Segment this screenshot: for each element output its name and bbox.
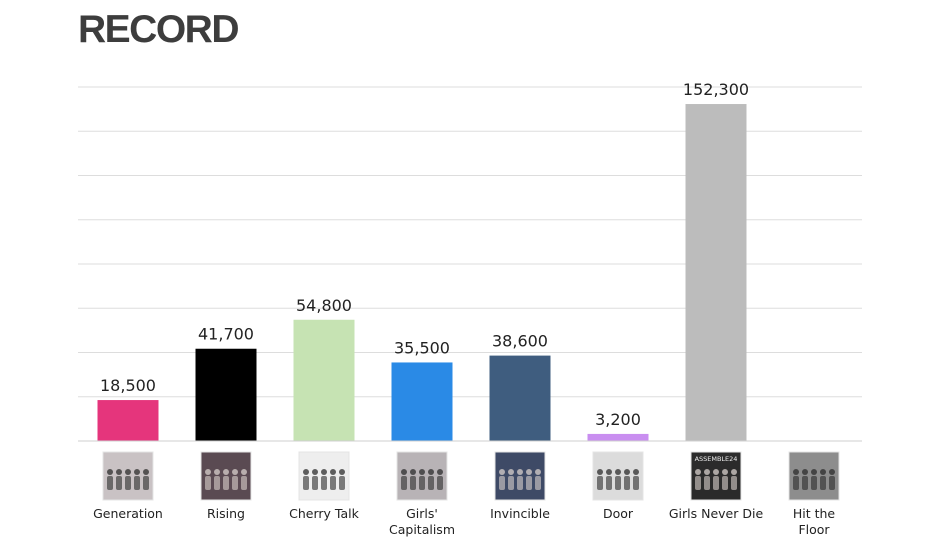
album-cover-hit-the-floor-icon: [788, 451, 840, 501]
category-label-line: Hit the: [793, 506, 836, 521]
category-label-line: Floor: [798, 522, 830, 537]
bar-girls-never-die: [685, 104, 747, 441]
bar-rising: [195, 348, 257, 441]
category-label-line: Door: [603, 506, 634, 521]
album-cover-generation-icon: [102, 451, 154, 501]
value-labels: 18,500 41,700 54,800 35,500 38,600 3,200 152,3…: [100, 80, 749, 429]
category-label-cherry-talk: Cherry Talk: [289, 506, 359, 521]
category-label-line: Rising: [207, 506, 245, 521]
value-label-cherry-talk: 54,800: [296, 296, 352, 315]
bar-invincible: [489, 355, 551, 441]
bar-cherry-talk: [293, 319, 355, 441]
category-label-generation: Generation: [93, 506, 163, 521]
album-cover-cherry-talk-icon: [298, 451, 350, 501]
album-covers: ASSEMBLE24: [102, 451, 840, 501]
bar-generation: [97, 400, 159, 441]
album-cover-girls-never-die-icon: ASSEMBLE24: [690, 451, 742, 501]
category-label-line: Capitalism: [389, 522, 455, 537]
category-label-invincible: Invincible: [490, 506, 550, 521]
category-labels: Generation Rising Cherry Talk Girls' Capital…: [93, 506, 835, 537]
category-label-line: Girls Never Die: [669, 506, 764, 521]
bar-girls-capitalism: [391, 362, 453, 441]
chart-title: RECORD: [78, 8, 240, 51]
category-label-girls-never-die: Girls Never Die: [669, 506, 764, 521]
album-cover-girls-capitalism-icon: [396, 451, 448, 501]
value-label-door: 3,200: [595, 410, 641, 429]
category-label-hit-the-floor: Hit the Floor: [793, 506, 836, 537]
value-label-girls-never-die: 152,300: [683, 80, 749, 99]
category-label-line: Girls': [406, 506, 438, 521]
value-label-invincible: 38,600: [492, 332, 548, 351]
bar-door: [587, 433, 649, 441]
category-label-line: Generation: [93, 506, 163, 521]
category-label-line: Cherry Talk: [289, 506, 359, 521]
album-cover-door-icon: [592, 451, 644, 501]
value-label-girls-capitalism: 35,500: [394, 338, 450, 357]
category-label-door: Door: [603, 506, 634, 521]
value-label-generation: 18,500: [100, 376, 156, 395]
category-label-girls-capitalism: Girls' Capitalism: [389, 506, 455, 537]
category-label-rising: Rising: [207, 506, 245, 521]
value-label-rising: 41,700: [198, 325, 254, 344]
album-cover-text: ASSEMBLE24: [695, 455, 738, 463]
album-cover-rising-icon: [200, 451, 252, 501]
category-label-line: Invincible: [490, 506, 550, 521]
album-cover-invincible-icon: [494, 451, 546, 501]
bars: [97, 104, 747, 441]
